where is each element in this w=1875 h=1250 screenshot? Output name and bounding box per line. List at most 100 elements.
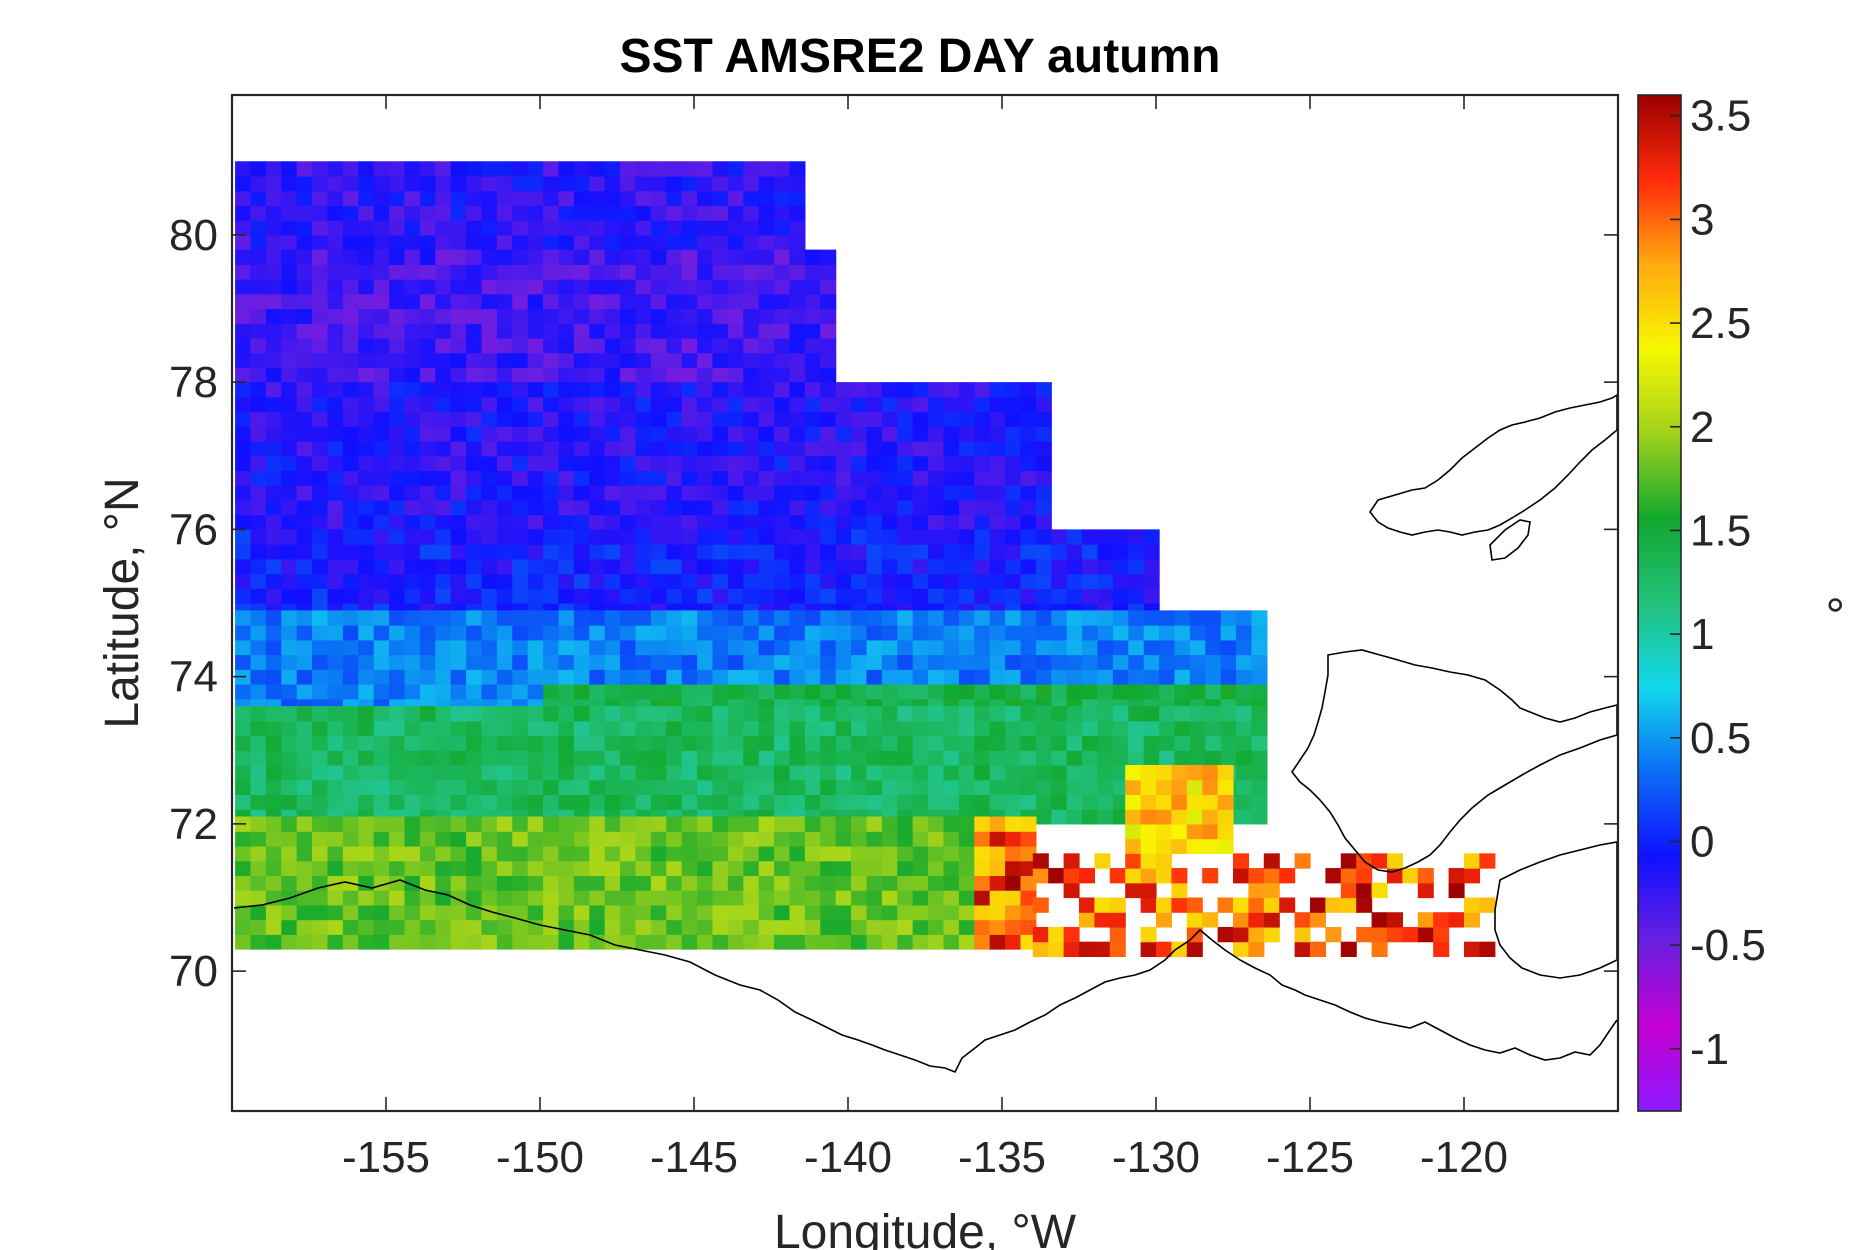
heatmap-cell: [327, 919, 344, 935]
heatmap-cell: [989, 639, 1006, 656]
heatmap-cell: [804, 529, 821, 545]
heatmap-cell: [342, 890, 359, 906]
heatmap-cell: [943, 455, 960, 472]
heatmap-cell: [666, 426, 683, 442]
heatmap-cell: [466, 205, 483, 221]
heatmap-cell: [604, 610, 621, 626]
heatmap-cell: [235, 249, 252, 265]
heatmap-cell: [835, 875, 852, 891]
heatmap-cell: [265, 779, 282, 796]
heatmap-cell: [404, 860, 421, 877]
heatmap-cell: [681, 264, 698, 280]
heatmap-cell: [235, 426, 252, 442]
heatmap-cell: [912, 919, 929, 935]
heatmap-cell: [235, 573, 252, 589]
heatmap-cell: [419, 845, 436, 862]
heatmap-cell: [1082, 639, 1099, 656]
heatmap-cell: [573, 794, 590, 810]
heatmap-cell: [881, 683, 898, 700]
heatmap-cell: [1156, 764, 1172, 781]
heatmap-cell: [1464, 941, 1480, 957]
heatmap-cell: [912, 499, 929, 516]
heatmap-cell: [804, 706, 821, 722]
heatmap-cell: [1220, 735, 1237, 751]
heatmap-cell: [342, 293, 359, 310]
heatmap-cell: [743, 919, 760, 935]
heatmap-cell: [1236, 625, 1253, 641]
heatmap-cell: [573, 558, 590, 575]
heatmap-cell: [1066, 764, 1083, 781]
heatmap-cell: [912, 654, 929, 670]
heatmap-cell: [820, 890, 837, 906]
heatmap-cell: [727, 514, 744, 530]
heatmap-cell: [881, 470, 898, 486]
heatmap-cell: [758, 875, 775, 891]
heatmap-cell: [404, 205, 421, 221]
heatmap-cell: [958, 499, 975, 516]
heatmap-cell: [235, 875, 252, 891]
heatmap-cell: [1066, 639, 1083, 656]
heatmap-cell: [881, 529, 898, 545]
heatmap-cell: [543, 264, 560, 280]
heatmap-cell: [650, 264, 667, 280]
heatmap-cell: [373, 794, 390, 810]
heatmap-cell: [250, 779, 267, 796]
heatmap-cell: [1140, 838, 1157, 854]
heatmap-cell: [1171, 794, 1188, 810]
heatmap-cell: [743, 544, 760, 560]
heatmap-cell: [620, 382, 637, 398]
heatmap-cell: [312, 396, 329, 413]
heatmap-cell: [1340, 941, 1357, 957]
heatmap-cell: [466, 396, 483, 413]
heatmap-cell: [250, 264, 267, 280]
heatmap-cell: [481, 573, 498, 589]
heatmap-cell: [1005, 639, 1022, 656]
heatmap-cell: [697, 588, 714, 604]
heatmap-cell: [435, 485, 452, 501]
heatmap-cell: [235, 735, 252, 751]
heatmap-cell: [327, 544, 344, 560]
heatmap-cell: [1236, 794, 1253, 810]
heatmap-cell: [358, 720, 375, 737]
heatmap-cell: [620, 610, 637, 626]
heatmap-cell: [1143, 750, 1160, 766]
heatmap-cell: [604, 485, 621, 501]
heatmap-cell: [250, 175, 267, 192]
heatmap-cell: [774, 426, 791, 442]
heatmap-cell: [604, 514, 621, 530]
heatmap-cell: [312, 779, 329, 796]
heatmap-cell: [265, 279, 282, 295]
heatmap-cell: [1433, 926, 1450, 943]
heatmap-cell: [481, 161, 498, 177]
heatmap-cell: [373, 382, 390, 398]
heatmap-cell: [974, 764, 991, 781]
heatmap-cell: [804, 249, 821, 265]
heatmap-cell: [851, 750, 868, 766]
heatmap-cell: [974, 514, 991, 530]
heatmap-cell: [743, 845, 760, 862]
heatmap-cell: [1156, 912, 1172, 928]
heatmap-cell: [697, 220, 714, 236]
heatmap-cell: [697, 860, 714, 877]
heatmap-cell: [881, 720, 898, 737]
heatmap-cell: [1340, 853, 1357, 869]
heatmap-cell: [712, 499, 729, 516]
heatmap-cell: [435, 779, 452, 796]
heatmap-cell: [1479, 941, 1496, 957]
heatmap-cell: [620, 455, 637, 472]
heatmap-cell: [758, 352, 775, 369]
heatmap-cell: [589, 455, 606, 472]
heatmap-cell: [943, 610, 960, 626]
heatmap-cell: [512, 919, 529, 935]
heatmap-cell: [296, 161, 313, 177]
heatmap-cell: [835, 639, 852, 656]
heatmap-cell: [1325, 926, 1342, 943]
heatmap-cell: [1097, 706, 1114, 722]
heatmap-cell: [881, 845, 898, 862]
heatmap-cell: [373, 352, 390, 369]
heatmap-cell: [373, 470, 390, 486]
heatmap-cell: [958, 470, 975, 486]
heatmap-cell: [727, 190, 744, 207]
heatmap-cell: [1051, 669, 1068, 685]
heatmap-cell: [635, 220, 652, 236]
